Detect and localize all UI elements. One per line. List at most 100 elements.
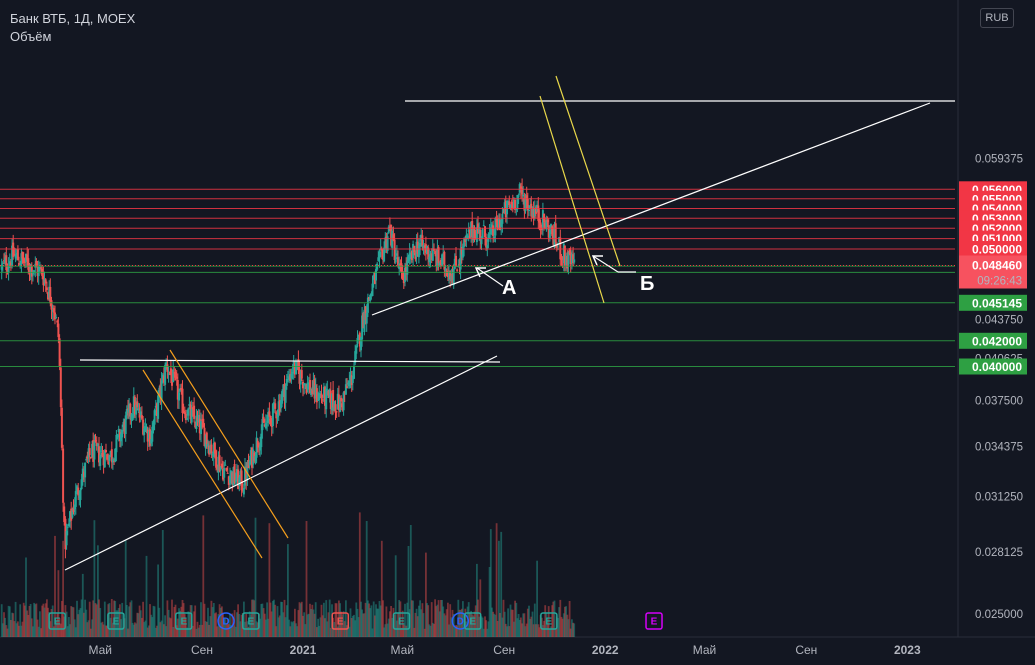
candle-body [70, 508, 73, 521]
candle-body [358, 332, 361, 347]
time-tick-label: Сен [795, 643, 817, 657]
candle-body [290, 373, 293, 379]
candle-body [266, 421, 269, 423]
level-tag: 0.045145 [959, 294, 1027, 311]
time-tick-label: Сен [493, 643, 515, 657]
volume-bar [120, 619, 122, 637]
event-marker[interactable]: E [392, 612, 411, 630]
event-letter: E [248, 617, 255, 628]
event-marker[interactable]: E [331, 612, 350, 630]
volume-bar [135, 623, 137, 637]
level-tag: 0.040000 [959, 358, 1027, 375]
candle-body [240, 470, 243, 491]
candle-body [213, 442, 216, 454]
volume-bar [252, 599, 255, 637]
volume-bar [159, 622, 162, 637]
candle-body [56, 320, 59, 323]
candle-body [194, 422, 197, 428]
volume-bar [476, 563, 478, 637]
volume-bar [515, 602, 518, 637]
candle-body [349, 375, 352, 380]
event-marker[interactable]: E [175, 612, 193, 630]
volume-bar [225, 623, 228, 637]
candle-body [189, 404, 192, 420]
volume-bar [25, 557, 27, 637]
volume-bar [202, 515, 205, 637]
candle-body [129, 403, 132, 417]
candle-body [115, 434, 118, 453]
volume-bar [444, 615, 447, 637]
candle-body [254, 455, 257, 462]
volume-bar [462, 601, 464, 637]
volume-bar [477, 599, 479, 637]
event-marker[interactable]: D [217, 612, 235, 630]
candle-body [547, 225, 550, 238]
event-marker[interactable]: E [645, 612, 663, 630]
candle-body [510, 201, 513, 205]
volume-bar [551, 605, 554, 637]
candle-body [175, 376, 178, 379]
candle-body [260, 433, 263, 448]
arrow-b-line [592, 255, 619, 273]
candle-body [62, 448, 65, 503]
candle-body [416, 241, 419, 254]
candle-body [442, 254, 445, 256]
volume-bar [566, 614, 569, 637]
event-marker[interactable]: E [463, 612, 482, 630]
volume-bar [460, 608, 463, 637]
currency-button[interactable]: RUB [980, 8, 1014, 28]
candle-body [453, 258, 456, 270]
candle-body [138, 412, 141, 418]
candle-body [156, 403, 158, 416]
volume-bar [500, 531, 503, 637]
candle-body [196, 417, 199, 421]
volume-bar [509, 604, 512, 637]
volume-bar [453, 627, 456, 637]
volume-bar [413, 627, 416, 637]
candle-body [6, 270, 9, 272]
volume-bar [209, 616, 212, 637]
candle-body [321, 399, 324, 401]
volume-bar [113, 600, 115, 637]
event-marker[interactable]: E [242, 612, 260, 630]
candle-body [385, 236, 388, 248]
volume-indicator-label[interactable]: Объём [10, 29, 52, 44]
candle-body [465, 234, 468, 241]
volume-bar [35, 603, 38, 637]
candle-body [245, 469, 248, 481]
volume-bar [544, 605, 547, 637]
candle-body [298, 369, 301, 384]
candle-body [102, 453, 105, 466]
volume-bar [561, 618, 564, 637]
volume-bar [272, 600, 274, 637]
candle-body [137, 408, 140, 411]
volume-bar [430, 602, 433, 637]
volume-bar [188, 613, 191, 637]
volume-bar [277, 617, 280, 637]
candle-body [431, 248, 434, 261]
volume-bar [441, 600, 443, 637]
candle-body [430, 253, 433, 260]
volume-bar [404, 603, 406, 637]
volume-bar [503, 611, 506, 637]
candle-body [560, 257, 563, 260]
volume-bar [248, 611, 251, 637]
symbol-title[interactable]: Банк ВТБ, 1Д, MOEX [10, 11, 136, 26]
event-marker[interactable]: E [48, 612, 66, 630]
level-tags: 0.0560000.0550000.0540000.0530000.052000… [959, 181, 1027, 375]
volume-bar [573, 623, 576, 637]
candle-body [162, 375, 165, 383]
candle-body [444, 267, 447, 271]
volume-bar [328, 599, 331, 637]
event-marker[interactable]: E [540, 612, 558, 630]
candle-body [280, 400, 282, 409]
annotation-a: А [502, 277, 516, 299]
volume-bar [405, 625, 408, 637]
volume-bar [230, 625, 232, 637]
time-tick-label: 2021 [290, 643, 317, 657]
candle-body [142, 419, 145, 435]
event-marker[interactable]: D [451, 612, 470, 630]
event-marker[interactable]: E [107, 612, 125, 630]
candle-body [109, 450, 112, 456]
